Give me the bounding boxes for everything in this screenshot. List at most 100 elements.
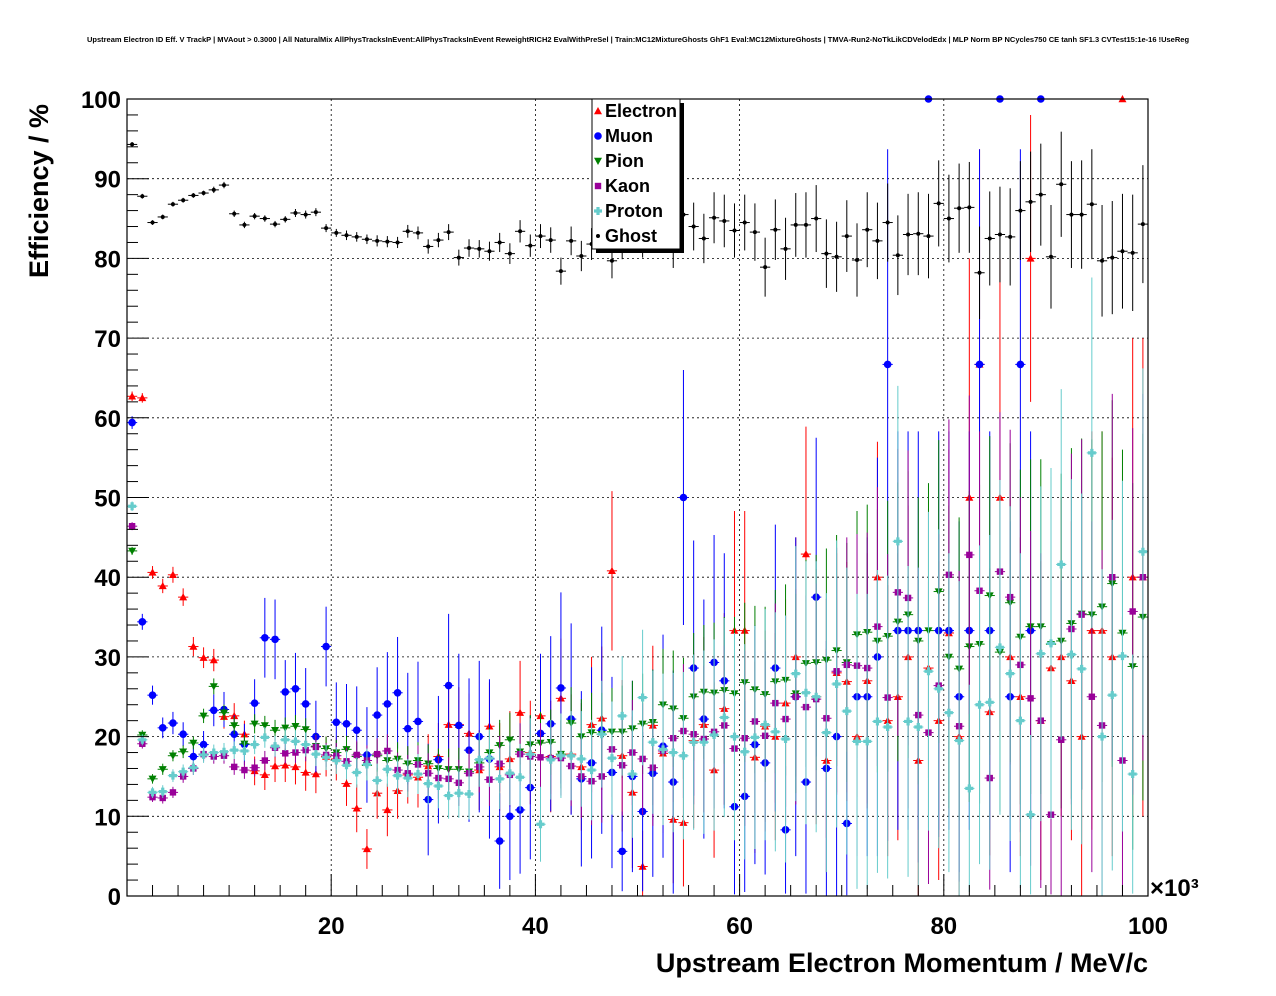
data-point (158, 581, 167, 590)
data-point (209, 683, 218, 691)
data-point (1140, 222, 1145, 227)
data-point (352, 768, 361, 777)
data-point (199, 750, 208, 759)
data-point (455, 721, 463, 730)
data-point (607, 566, 616, 575)
data-point (189, 642, 198, 650)
legend-label-ghost: Ghost (605, 226, 657, 246)
data-point (281, 761, 290, 769)
data-point (352, 804, 361, 812)
data-point (444, 791, 453, 800)
data-point (342, 779, 351, 787)
y-tick-label: 80 (94, 246, 121, 273)
data-point (424, 779, 433, 788)
data-point (293, 210, 298, 215)
legend-label-kaon: Kaon (605, 176, 650, 196)
data-point (732, 228, 737, 233)
data-point (130, 142, 135, 147)
y-tick-label: 40 (94, 565, 121, 592)
y-tick-label: 10 (94, 804, 121, 831)
data-point (383, 765, 392, 774)
data-point (301, 740, 310, 749)
data-point (191, 193, 196, 198)
data-point (384, 747, 391, 755)
data-point (1067, 650, 1076, 659)
data-point (1130, 250, 1135, 255)
data-point (303, 212, 308, 217)
data-point (1047, 639, 1056, 648)
data-point (712, 215, 717, 220)
data-point (1038, 192, 1043, 197)
data-point (946, 216, 951, 221)
series-layer (127, 95, 1148, 896)
data-point (342, 761, 351, 770)
data-point (742, 220, 747, 225)
legend-label-muon: Muon (605, 126, 653, 146)
data-point (1069, 212, 1074, 217)
data-point (138, 393, 147, 402)
data-point (1006, 669, 1015, 678)
data-point (240, 746, 249, 755)
data-point (434, 782, 443, 791)
data-point (824, 251, 829, 256)
data-point (261, 757, 269, 764)
data-point (252, 214, 257, 219)
data-point (150, 220, 155, 225)
legend-marker-proton (594, 207, 603, 215)
data-point (148, 691, 157, 699)
data-point (669, 748, 678, 757)
data-point (403, 774, 412, 783)
chart-title: Upstream Electron ID Eff. V TrackP | MVA… (87, 35, 1189, 44)
data-point (373, 776, 382, 785)
data-point (261, 633, 269, 642)
data-point (495, 837, 504, 845)
data-point (158, 724, 167, 732)
data-point (597, 730, 606, 739)
data-point (1077, 664, 1086, 673)
data-point (1138, 547, 1147, 556)
axes: 0 10 20 30 40 50 60 70 80 90 100 20 40 60 80 100 (81, 87, 1168, 940)
data-point (1008, 234, 1013, 239)
data-point (699, 738, 708, 747)
data-point (1089, 202, 1094, 207)
data-point (271, 742, 280, 751)
data-point (179, 767, 188, 776)
data-point (691, 224, 696, 229)
data-point (873, 717, 882, 726)
data-point (189, 752, 198, 761)
data-point (477, 246, 482, 251)
legend-label-proton: Proton (605, 201, 663, 221)
y-tick-label: 50 (94, 486, 121, 513)
y-tick-label: 30 (94, 645, 121, 672)
data-point (781, 734, 790, 743)
data-point (638, 693, 647, 702)
data-point (977, 270, 982, 275)
legend: Electron Muon Pion Kaon Proton Ghost (591, 98, 684, 253)
y-tick-label: 0 (108, 884, 121, 911)
data-point (1057, 560, 1066, 569)
data-point (659, 745, 668, 754)
data-point (199, 712, 208, 720)
data-point (250, 740, 259, 749)
data-point (628, 770, 637, 779)
data-point (987, 236, 992, 241)
data-point (301, 700, 310, 708)
data-point (260, 722, 269, 730)
data-point (301, 768, 310, 776)
data-point (546, 755, 555, 764)
data-point (761, 720, 770, 729)
data-point (793, 222, 798, 227)
data-point (313, 210, 318, 215)
data-point (230, 746, 239, 755)
data-point (1026, 810, 1035, 819)
data-point (242, 222, 247, 227)
data-point (863, 737, 872, 746)
data-point (1108, 691, 1117, 700)
data-point (383, 700, 392, 708)
data-point (679, 751, 688, 760)
data-point (934, 684, 943, 693)
x-tick-label: 40 (522, 913, 549, 940)
data-point (832, 679, 841, 688)
data-point (801, 688, 810, 697)
